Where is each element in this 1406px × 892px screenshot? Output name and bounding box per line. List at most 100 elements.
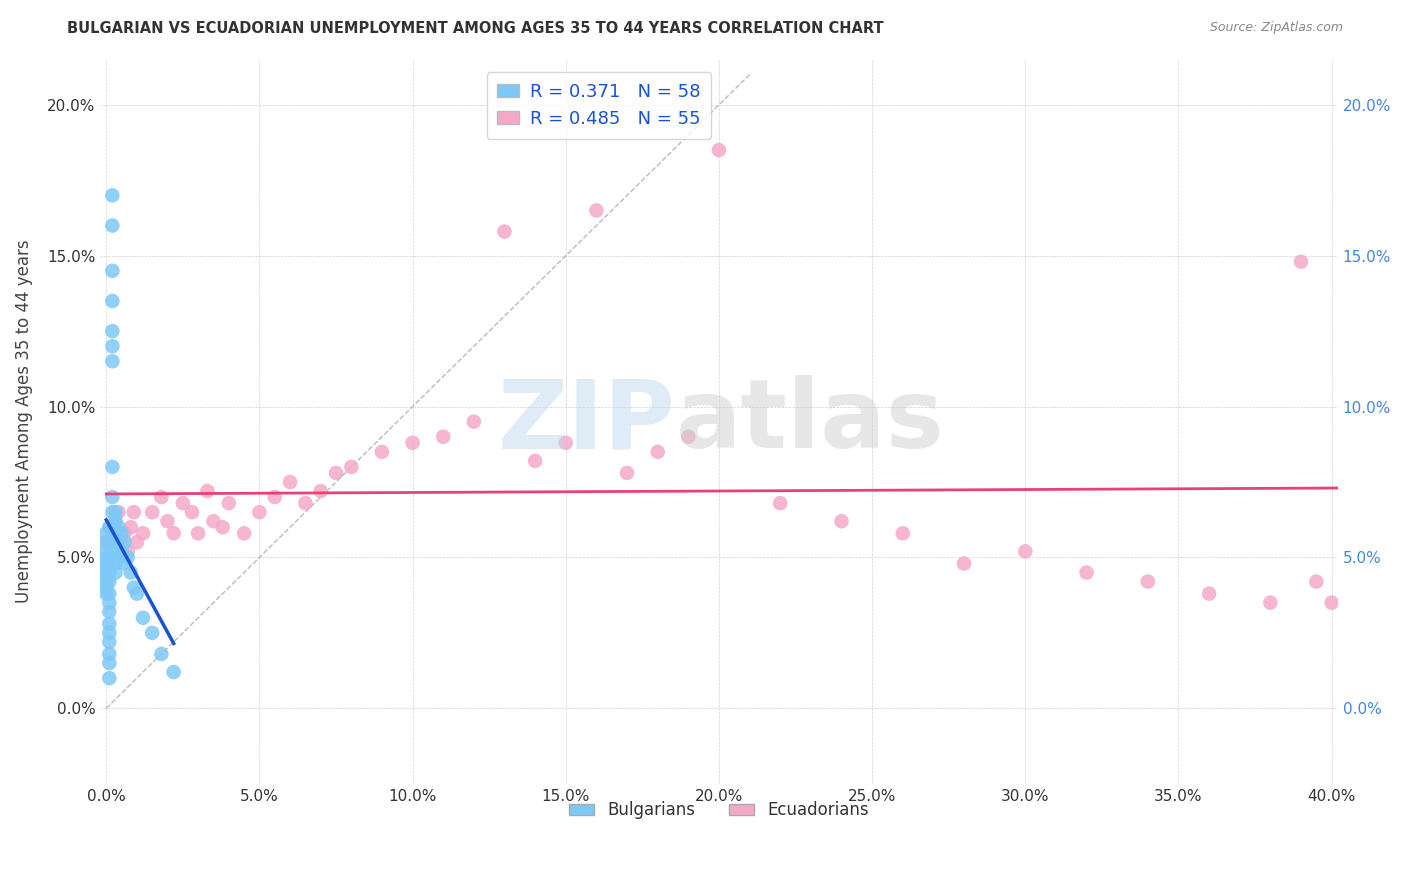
Point — [340, 459, 363, 474]
Point — [1305, 574, 1327, 589]
Point — [156, 514, 179, 528]
Point — [432, 430, 454, 444]
Point — [96, 568, 118, 582]
Point — [233, 526, 256, 541]
Point — [150, 490, 173, 504]
Point — [104, 557, 127, 571]
Point — [120, 520, 142, 534]
Point — [117, 544, 139, 558]
Point — [98, 566, 121, 580]
Point — [401, 435, 423, 450]
Point — [96, 535, 118, 549]
Point — [96, 587, 118, 601]
Point — [1260, 596, 1282, 610]
Legend: Bulgarians, Ecuadorians: Bulgarians, Ecuadorians — [562, 795, 876, 826]
Point — [211, 520, 233, 534]
Point — [163, 665, 186, 679]
Point — [107, 505, 129, 519]
Point — [98, 656, 121, 670]
Point — [101, 354, 124, 368]
Point — [1014, 544, 1036, 558]
Point — [172, 496, 194, 510]
Text: atlas: atlas — [676, 376, 945, 468]
Point — [104, 544, 127, 558]
Point — [132, 526, 155, 541]
Y-axis label: Unemployment Among Ages 35 to 44 years: Unemployment Among Ages 35 to 44 years — [15, 240, 32, 604]
Point — [96, 562, 118, 576]
Point — [107, 520, 129, 534]
Point — [585, 203, 607, 218]
Point — [101, 505, 124, 519]
Point — [117, 550, 139, 565]
Point — [114, 535, 136, 549]
Point — [101, 490, 124, 504]
Point — [463, 415, 485, 429]
Point — [98, 605, 121, 619]
Point — [114, 526, 136, 541]
Point — [114, 557, 136, 571]
Point — [141, 625, 163, 640]
Point — [263, 490, 285, 504]
Point — [554, 435, 576, 450]
Point — [294, 496, 316, 510]
Point — [110, 535, 132, 549]
Point — [141, 505, 163, 519]
Point — [1320, 596, 1343, 610]
Point — [707, 143, 730, 157]
Text: BULGARIAN VS ECUADORIAN UNEMPLOYMENT AMONG AGES 35 TO 44 YEARS CORRELATION CHART: BULGARIAN VS ECUADORIAN UNEMPLOYMENT AMO… — [67, 21, 884, 37]
Point — [132, 611, 155, 625]
Point — [98, 520, 121, 534]
Point — [98, 625, 121, 640]
Text: ZIP: ZIP — [498, 376, 676, 468]
Point — [249, 505, 271, 519]
Point — [101, 293, 124, 308]
Point — [1289, 254, 1312, 268]
Point — [98, 535, 121, 549]
Point — [647, 445, 669, 459]
Point — [98, 550, 121, 565]
Point — [830, 514, 852, 528]
Point — [891, 526, 914, 541]
Point — [96, 526, 118, 541]
Point — [98, 616, 121, 631]
Point — [104, 505, 127, 519]
Point — [98, 557, 121, 571]
Point — [98, 587, 121, 601]
Point — [181, 505, 204, 519]
Point — [104, 535, 127, 549]
Point — [309, 484, 332, 499]
Point — [325, 466, 347, 480]
Point — [101, 526, 124, 541]
Point — [104, 514, 127, 528]
Point — [104, 514, 127, 528]
Point — [101, 219, 124, 233]
Point — [96, 550, 118, 565]
Point — [1076, 566, 1098, 580]
Point — [96, 581, 118, 595]
Point — [1136, 574, 1159, 589]
Point — [120, 566, 142, 580]
Point — [101, 520, 124, 534]
Point — [953, 557, 976, 571]
Point — [98, 635, 121, 649]
Point — [96, 574, 118, 589]
Point — [98, 671, 121, 685]
Point — [104, 526, 127, 541]
Point — [107, 535, 129, 549]
Point — [187, 526, 209, 541]
Point — [101, 459, 124, 474]
Point — [122, 581, 145, 595]
Point — [163, 526, 186, 541]
Point — [96, 544, 118, 558]
Point — [524, 454, 547, 468]
Point — [678, 430, 700, 444]
Point — [98, 520, 121, 534]
Point — [125, 587, 148, 601]
Point — [101, 188, 124, 202]
Point — [101, 339, 124, 353]
Text: Source: ZipAtlas.com: Source: ZipAtlas.com — [1209, 21, 1343, 35]
Point — [98, 596, 121, 610]
Point — [104, 566, 127, 580]
Point — [769, 496, 792, 510]
Point — [110, 526, 132, 541]
